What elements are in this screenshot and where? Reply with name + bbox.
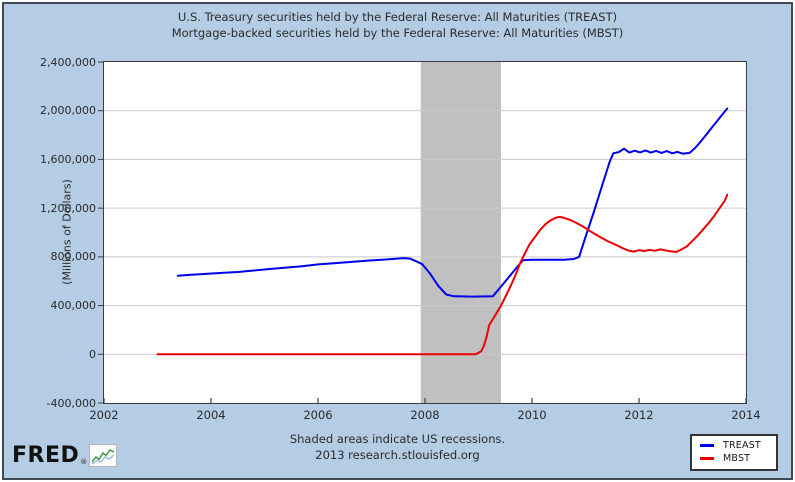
legend: TREAST MBST	[690, 434, 778, 471]
y-axis-label: (Millions of Dollars)	[60, 179, 74, 285]
mbst-line-swatch	[700, 457, 714, 460]
legend-label-treast: TREAST	[723, 440, 761, 451]
fred-logo-text: FRED	[12, 442, 80, 468]
y-tick-label: 400,000	[50, 299, 97, 313]
y-tick-label: -400,000	[46, 396, 96, 410]
x-tick-label: 2008	[410, 408, 440, 422]
y-tick-label: 1,600,000	[40, 152, 96, 166]
legend-label-mbst: MBST	[723, 453, 751, 464]
x-tick-label: 2010	[517, 408, 547, 422]
x-tick-label: 2002	[89, 408, 119, 422]
x-tick-label: 2014	[731, 408, 761, 422]
x-tick-label: 2012	[624, 408, 654, 422]
treast-line	[176, 107, 729, 298]
y-tick-label: 2,400,000	[40, 55, 96, 69]
plot-area	[98, 61, 747, 404]
legend-item-treast: TREAST	[700, 439, 770, 452]
y-tick-label: 0	[89, 347, 96, 361]
x-tick-label: 2006	[303, 408, 333, 422]
legend-item-mbst: MBST	[700, 452, 770, 465]
y-tick-label: 800,000	[50, 250, 97, 264]
chart-title-line-1: U.S. Treasury securities held by the Fed…	[177, 10, 618, 24]
treast-line-swatch	[700, 444, 714, 447]
y-tick-label: 1,200,000	[40, 201, 96, 215]
mbst-line	[156, 193, 729, 356]
footer-note-recessions: Shaded areas indicate US recessions.	[289, 432, 506, 446]
footer-source-url: 2013 research.stlouisfed.org	[315, 448, 480, 462]
plot-canvas	[98, 61, 747, 404]
sparkline-chart-icon	[89, 444, 118, 467]
x-tick-label: 2004	[196, 408, 226, 422]
chart-title-line-2: Mortgage-backed securities held by the F…	[171, 26, 624, 40]
y-tick-label: 2,000,000	[40, 104, 96, 118]
registered-trademark-symbol: ®	[80, 458, 88, 466]
recession-band	[420, 62, 501, 403]
fred-logo: FRED ®	[12, 442, 118, 468]
